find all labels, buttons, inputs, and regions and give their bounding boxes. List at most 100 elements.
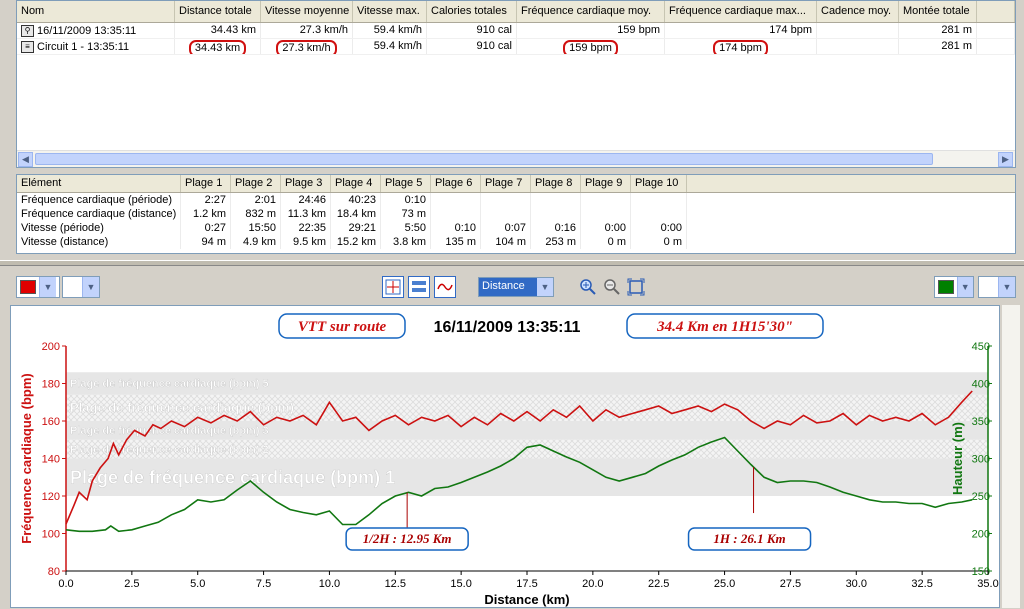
column-header[interactable]: Plage 1 [181,175,231,192]
right-series-color-dropdown[interactable]: ▼ [934,276,974,298]
table-cell: 18.4 km [331,207,381,221]
annotation-text: 1/2H : 12.95 Km [363,531,452,546]
column-header[interactable]: Montée totale [899,1,977,22]
column-header[interactable]: Plage 7 [481,175,531,192]
table-row[interactable]: ⚲ 16/11/2009 13:35:11 34.43 km 27.3 km/h 59.… [17,23,1015,39]
vertical-scrollbar[interactable] [1002,305,1020,608]
table-cell: 174 bpm [665,39,817,54]
zoom-in-button[interactable] [578,277,598,297]
zoom-fit-button[interactable] [626,277,646,297]
table-cell: ≡ Circuit 1 - 13:35:11 [17,39,175,54]
bike-icon: ⚲ [21,24,34,37]
column-header[interactable]: Elément [17,175,181,192]
x-axis-select[interactable]: Distance ▼ [478,277,554,297]
column-header[interactable]: Plage 5 [381,175,431,192]
zoom-out-button[interactable] [602,277,622,297]
zones-table-body: Fréquence cardiaque (période) 2:27 2:01 24:… [17,193,1015,249]
table-cell: 4.9 km [231,235,281,249]
chevron-down-icon[interactable]: ▼ [998,277,1015,297]
column-header[interactable]: Plage 4 [331,175,381,192]
crosshair-button[interactable] [382,276,404,298]
elevation-series-line [65,436,973,533]
column-header[interactable]: Plage 3 [281,175,331,192]
table-cell [531,193,581,207]
table-cell [817,39,899,54]
highlighted-value: 174 bpm [713,40,768,54]
table-cell: 34.43 km [175,23,261,38]
left-series-dropdown[interactable]: ▼ [62,276,100,298]
right-series-dropdown[interactable]: ▼ [978,276,1016,298]
table-cell: 73 m [381,207,431,221]
table-cell: Vitesse (période) [17,221,181,235]
table-cell [531,207,581,221]
y-left-tick-label: 80 [48,566,60,578]
table-cell: 0:10 [381,193,431,207]
column-header[interactable]: Fréquence cardiaque moy. [517,1,665,22]
chevron-down-icon[interactable]: ▼ [956,277,973,297]
y-left-tick-label: 180 [42,379,60,391]
table-cell [977,39,1015,54]
table-cell: Fréquence cardiaque (période) [17,193,181,207]
column-header[interactable]: Fréquence cardiaque max... [665,1,817,22]
x-tick-label: 20.0 [582,578,603,590]
column-header[interactable]: Calories totales [427,1,517,22]
table-cell: 1.2 km [181,207,231,221]
hr-zone-band [66,372,988,395]
column-header[interactable] [977,1,1015,22]
table-row[interactable]: Fréquence cardiaque (distance) 1.2 km 832 … [17,207,1015,221]
table-cell [481,207,531,221]
column-header[interactable]: Distance totale [175,1,261,22]
x-tick-label: 7.5 [256,578,271,590]
column-header[interactable]: Plage 10 [631,175,687,192]
column-header[interactable]: Cadence moy. [817,1,899,22]
zones-button[interactable] [408,276,430,298]
zoom-in-icon [580,279,596,295]
table-row[interactable]: Vitesse (période) 0:27 15:50 22:35 29:21 5:50… [17,221,1015,235]
chevron-down-icon[interactable]: ▼ [82,277,99,297]
hr-zone-label: Plage de fréquence cardiaque (bpm) [70,400,294,415]
chevron-down-icon[interactable]: ▼ [537,278,553,296]
x-tick-label: 5.0 [190,578,205,590]
x-tick-label: 10.0 [319,578,340,590]
heart-rate-elevation-chart[interactable]: Plage de fréquence cardiaque (bpm) 1 Plag… [11,306,1001,609]
y-left-tick-label: 200 [42,341,60,353]
table-cell: 15.2 km [331,235,381,249]
zones-icon [412,281,426,292]
left-series-color-dropdown[interactable]: ▼ [16,276,60,298]
y-right-tick-label: 400 [972,379,990,391]
scrollbar-thumb[interactable] [35,153,933,165]
table-cell: 135 m [431,235,481,249]
activities-table-body: ⚲ 16/11/2009 13:35:11 34.43 km 27.3 km/h 59.… [17,23,1015,55]
highlighted-value: 27.3 km/h [276,40,337,54]
table-cell: 9.5 km [281,235,331,249]
table-cell: 24:46 [281,193,331,207]
chevron-down-icon[interactable]: ▼ [39,277,56,297]
scroll-left-icon[interactable]: ◀ [18,152,33,167]
panel-splitter[interactable] [0,260,1024,266]
horizontal-scrollbar[interactable]: ◀ ▶ [17,150,1015,167]
table-cell [581,207,631,221]
table-cell: 22:35 [281,221,331,235]
scroll-right-icon[interactable]: ▶ [998,152,1013,167]
chart-title-summary: 34.4 Km en 1H15'30" [656,319,793,335]
smooth-button[interactable] [434,276,456,298]
column-header[interactable]: Vitesse max. [353,1,427,22]
x-tick-label: 22.5 [648,578,669,590]
table-cell: 281 m [899,23,977,38]
column-header[interactable]: Nom [17,1,175,22]
table-row[interactable]: Fréquence cardiaque (période) 2:27 2:01 24:… [17,193,1015,207]
column-header[interactable]: Vitesse moyenne [261,1,353,22]
table-cell: 159 bpm [517,39,665,54]
column-header[interactable]: Plage 8 [531,175,581,192]
zones-table: Elément Plage 1 Plage 2 Plage 3 Plage 4 Plage… [16,174,1016,254]
column-header[interactable]: Plage 9 [581,175,631,192]
chart-title-activity: VTT sur route [298,319,387,335]
highlighted-value: 159 bpm [563,40,618,54]
table-row[interactable]: ≡ Circuit 1 - 13:35:11 34.43 km 27.3 km/h 59… [17,39,1015,55]
table-row[interactable]: Vitesse (distance) 94 m 4.9 km 9.5 km 15.2 k… [17,235,1015,249]
table-cell [481,193,531,207]
column-header[interactable]: Plage 2 [231,175,281,192]
column-header[interactable]: Plage 6 [431,175,481,192]
table-cell [581,193,631,207]
table-cell: 11.3 km [281,207,331,221]
